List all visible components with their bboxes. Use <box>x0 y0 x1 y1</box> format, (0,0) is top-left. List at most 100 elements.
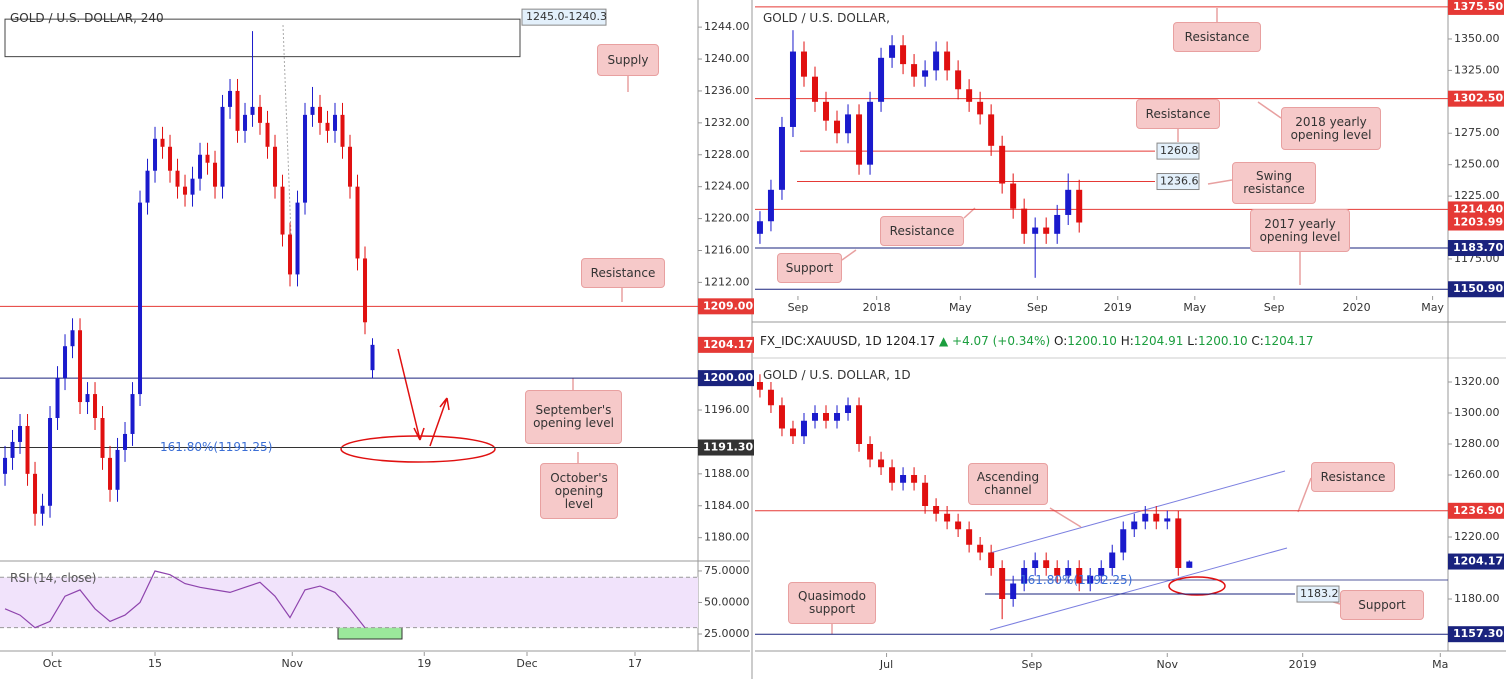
price-label: 1204.17 <box>703 338 753 351</box>
candle-body <box>778 126 785 190</box>
y-tick-label: 1225.00 <box>1454 189 1500 202</box>
quote-bar: FX_IDC:XAUUSD, 1D 1204.17 ▲ +4.07 (+0.34… <box>760 334 1313 348</box>
candle-body <box>340 114 345 147</box>
callout: Resistance <box>880 216 964 246</box>
candle-body <box>756 381 763 390</box>
candle-body <box>295 202 300 275</box>
callout: Resistance <box>1173 22 1261 52</box>
candle-body <box>767 189 774 222</box>
rsi-label: RSI (14, close) <box>10 571 97 585</box>
callout: September's opening level <box>525 390 622 444</box>
candle-body <box>1010 183 1017 209</box>
price-label: 1200.00 <box>703 371 753 384</box>
candle-body <box>333 114 338 131</box>
price-label-box <box>1448 281 1504 298</box>
candle-body <box>988 114 995 146</box>
callout: October's opening level <box>540 463 618 519</box>
callout: 2017 yearly opening level <box>1250 209 1350 252</box>
price-label-box <box>698 298 754 315</box>
x-tick-label: Dec <box>516 657 537 670</box>
candle-body <box>834 120 841 134</box>
level-label: 1260.8 <box>1160 144 1199 157</box>
x-tick-label: 2020 <box>1343 301 1371 314</box>
ohlc-label: O: <box>1053 334 1068 348</box>
candle-body <box>856 114 863 165</box>
candle-body <box>800 51 807 77</box>
candle-body <box>138 202 143 395</box>
x-tick-label: Jul <box>879 658 893 671</box>
level-label-box <box>1156 173 1200 191</box>
candle-body <box>228 90 233 107</box>
candle-body <box>1054 568 1061 576</box>
candle-body <box>834 412 841 421</box>
y-tick-label: 1184.00 <box>704 499 750 512</box>
candle-body <box>100 418 105 458</box>
candle-body <box>1054 214 1061 234</box>
supply-zone <box>4 18 521 58</box>
candle-body <box>756 221 763 234</box>
candle-body <box>922 70 929 77</box>
ohlc-value: 1204.91 <box>1133 334 1184 348</box>
candle-body <box>348 146 353 187</box>
x-tick-label: 19 <box>417 657 431 670</box>
y-tick-label: 50.0000 <box>704 595 750 608</box>
candle-body <box>811 76 818 102</box>
price-label: 1236.90 <box>1453 504 1503 517</box>
candle-body <box>78 330 83 403</box>
ohlc-label: C: <box>1251 334 1264 348</box>
candle-body <box>190 178 195 195</box>
candle-body <box>933 51 940 71</box>
y-tick-label: 1220.00 <box>704 212 750 225</box>
x-tick-label: Nov <box>1157 658 1179 671</box>
y-tick-label: 1275.00 <box>1454 126 1500 139</box>
x-tick-label: Nov <box>282 657 304 670</box>
candle-body <box>789 51 796 127</box>
drawing <box>282 24 292 236</box>
candle-body <box>363 258 368 323</box>
price-label-box <box>1448 553 1504 570</box>
candle-body <box>213 162 218 187</box>
candle-body <box>175 170 180 187</box>
callout: Resistance <box>581 258 665 288</box>
candle-body <box>370 344 375 371</box>
y-tick-label: 1236.00 <box>704 84 750 97</box>
candle-body <box>63 346 68 379</box>
candle-body <box>273 146 278 187</box>
arrow <box>429 397 450 447</box>
price-label-box <box>1448 502 1504 519</box>
candle-body <box>955 521 962 530</box>
candle-body <box>900 45 907 65</box>
candle-body <box>811 412 818 421</box>
candle-body <box>160 138 165 147</box>
price-label: 1302.50 <box>1453 92 1503 105</box>
change: ▲ +4.07 (+0.34%) <box>938 334 1051 348</box>
callout: Resistance <box>1311 462 1395 492</box>
x-tick-label: May <box>1183 301 1206 314</box>
level-label: 1183.2 <box>1300 587 1339 600</box>
chart-title: GOLD / U.S. DOLLAR, <box>763 11 890 25</box>
ohlc-value: 1200.10 <box>1067 334 1117 348</box>
price-label: 1203.99 <box>1453 216 1503 229</box>
last-price: 1204.17 <box>885 334 936 348</box>
candle-body <box>955 70 962 90</box>
y-tick-label: 1300.00 <box>1454 406 1500 419</box>
level-label-box <box>1156 142 1200 160</box>
candle-body <box>153 138 158 171</box>
candle-body <box>1142 513 1149 522</box>
chart-title: GOLD / U.S. DOLLAR, 1D <box>763 368 911 382</box>
y-tick-label: 1320.00 <box>1454 375 1500 388</box>
candle-body <box>1087 575 1094 584</box>
candle-body <box>85 394 90 403</box>
candle-body <box>800 420 807 437</box>
chart-title: GOLD / U.S. DOLLAR, 240 <box>10 11 164 25</box>
candle-body <box>168 146 173 171</box>
x-tick-label: 2018 <box>863 301 891 314</box>
candle-body <box>1032 227 1039 234</box>
y-tick-label: 1325.00 <box>1454 63 1500 76</box>
candle-body <box>288 234 293 275</box>
y-tick-label: 1216.00 <box>704 243 750 256</box>
candle-body <box>130 394 135 434</box>
candle-body <box>1043 227 1050 234</box>
candle-body <box>355 186 360 259</box>
candle-body <box>235 90 240 131</box>
